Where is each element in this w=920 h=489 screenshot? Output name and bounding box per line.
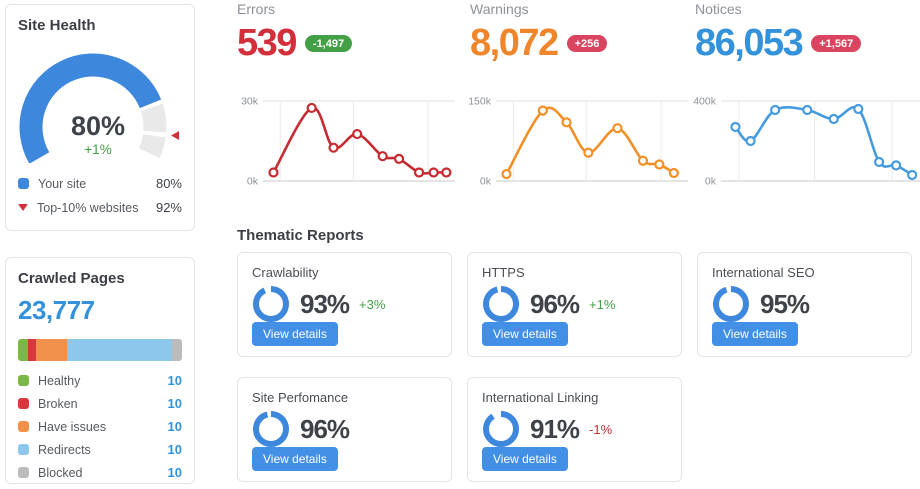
report-score: 91%	[530, 413, 580, 444]
svg-text:0k: 0k	[480, 176, 492, 188]
thematic-report-card: International Linking 91% -1% View detai…	[467, 377, 682, 482]
legend-color-marker-icon	[18, 467, 29, 478]
report-score-delta: +1%	[589, 296, 616, 312]
legend-value[interactable]: 10	[167, 396, 182, 411]
metric-trend-chart: 150k 0k	[468, 96, 688, 188]
report-title: Site Perfomance	[252, 390, 349, 405]
legend-row: Broken 10	[18, 396, 182, 411]
legend-color-marker-icon	[18, 421, 29, 432]
legend-label: Top-10% websites	[37, 200, 139, 215]
legend-row: Your site 80%	[18, 176, 182, 191]
crawled-pages-stacked-bar	[18, 339, 182, 361]
report-title: International SEO	[712, 265, 815, 280]
legend-value[interactable]: 10	[167, 373, 182, 388]
legend-label: Your site	[38, 176, 87, 191]
report-score: 96%	[530, 288, 580, 319]
legend-value[interactable]: 10	[167, 419, 182, 434]
svg-text:400k: 400k	[693, 96, 717, 108]
view-details-button[interactable]: View details	[712, 322, 798, 346]
legend-color-marker-icon	[18, 178, 29, 189]
legend-row: Blocked 10	[18, 465, 182, 480]
legend-color-marker-icon	[18, 398, 29, 409]
thematic-report-card: Site Perfomance 96% View details	[237, 377, 452, 482]
report-score: 95%	[760, 288, 810, 319]
legend-color-marker-icon	[18, 375, 29, 386]
site-health-title: Site Health	[18, 17, 96, 34]
legend-label: Healthy	[38, 373, 81, 388]
report-score: 93%	[300, 288, 350, 319]
thematic-reports-title: Thematic Reports	[237, 227, 364, 244]
crawled-pages-card: Crawled Pages 23,777 Healthy 10 Broken 1…	[5, 257, 195, 484]
svg-text:30k: 30k	[241, 96, 259, 108]
metric-trend-chart: 30k 0k	[241, 96, 455, 188]
legend-color-marker-icon	[18, 204, 28, 211]
thematic-report-card: International SEO 95% View details	[697, 252, 912, 357]
site-health-card: Site Health 80% +1% Your site 80% Top-10%…	[5, 4, 195, 231]
legend-value[interactable]: 10	[167, 442, 182, 457]
gauge-delta-label: +1%	[84, 142, 111, 157]
score-ring-icon	[483, 286, 519, 322]
view-details-button[interactable]: View details	[252, 322, 338, 346]
view-details-button[interactable]: View details	[482, 447, 568, 471]
metric-value: 539	[237, 22, 297, 64]
score-ring-icon	[253, 286, 289, 322]
thematic-report-card: HTTPS 96% +1% View details	[467, 252, 682, 357]
bar-segment-have-issues	[36, 339, 68, 361]
legend-label: Have issues	[38, 419, 107, 434]
report-score: 96%	[300, 413, 350, 444]
legend-label: Broken	[38, 396, 78, 411]
benchmark-marker-icon	[171, 130, 180, 140]
site-health-gauge: 80%+1%	[19, 53, 180, 163]
view-details-button[interactable]: View details	[482, 322, 568, 346]
report-score-delta: +3%	[359, 296, 386, 312]
bar-segment-blocked	[172, 339, 182, 361]
svg-text:150k: 150k	[468, 96, 492, 108]
metric-block[interactable]: Warnings 8,072 +256 150k 0k	[468, 1, 688, 191]
crawled-pages-title: Crawled Pages	[18, 270, 125, 287]
legend-row: Have issues 10	[18, 419, 182, 434]
legend-value: 92%	[155, 200, 182, 215]
legend-row: Redirects 10	[18, 442, 182, 457]
metric-block[interactable]: Notices 86,053 +1,567 400k 0k	[693, 1, 920, 191]
bar-segment-healthy	[18, 339, 28, 361]
svg-text:0k: 0k	[705, 176, 717, 188]
report-title: Crawlability	[252, 265, 319, 280]
metric-value: 86,053	[695, 22, 804, 64]
crawled-pages-legend: Healthy 10 Broken 10 Have issues 10 Redi…	[18, 373, 182, 480]
bar-segment-redirects	[67, 339, 173, 361]
score-ring-icon	[713, 286, 749, 322]
legend-row: Healthy 10	[18, 373, 182, 388]
legend-label: Redirects	[38, 442, 91, 457]
view-details-button[interactable]: View details	[252, 447, 338, 471]
metric-block[interactable]: Errors 539 -1,497 30k 0k	[237, 1, 455, 191]
metric-change-badge: +1,567	[811, 34, 862, 52]
report-title: HTTPS	[482, 265, 525, 280]
score-ring-icon	[253, 411, 289, 447]
metric-title: Notices	[695, 1, 742, 17]
legend-label: Blocked	[38, 465, 83, 480]
score-ring-icon	[483, 411, 519, 447]
svg-text:0k: 0k	[247, 176, 259, 188]
crawled-pages-total: 23,777	[18, 295, 95, 325]
metric-value: 8,072	[470, 22, 559, 64]
metric-trend-chart: 400k 0k	[693, 96, 920, 188]
thematic-report-card: Crawlability 93% +3% View details	[237, 252, 452, 357]
report-title: International Linking	[482, 390, 599, 405]
bar-segment-broken	[27, 339, 37, 361]
site-health-legend: Your site 80% Top-10% websites 92%	[18, 167, 182, 215]
gauge-percent-label: 80%	[71, 111, 125, 141]
legend-row: Top-10% websites 92%	[18, 200, 182, 215]
metric-change-badge: +256	[566, 34, 608, 52]
metric-title: Warnings	[470, 1, 529, 17]
legend-value[interactable]: 10	[167, 465, 182, 480]
legend-value: 80%	[155, 176, 182, 191]
report-score-delta: -1%	[589, 421, 613, 437]
legend-color-marker-icon	[18, 444, 29, 455]
metric-change-badge: -1,497	[304, 34, 353, 52]
metric-title: Errors	[237, 1, 276, 17]
